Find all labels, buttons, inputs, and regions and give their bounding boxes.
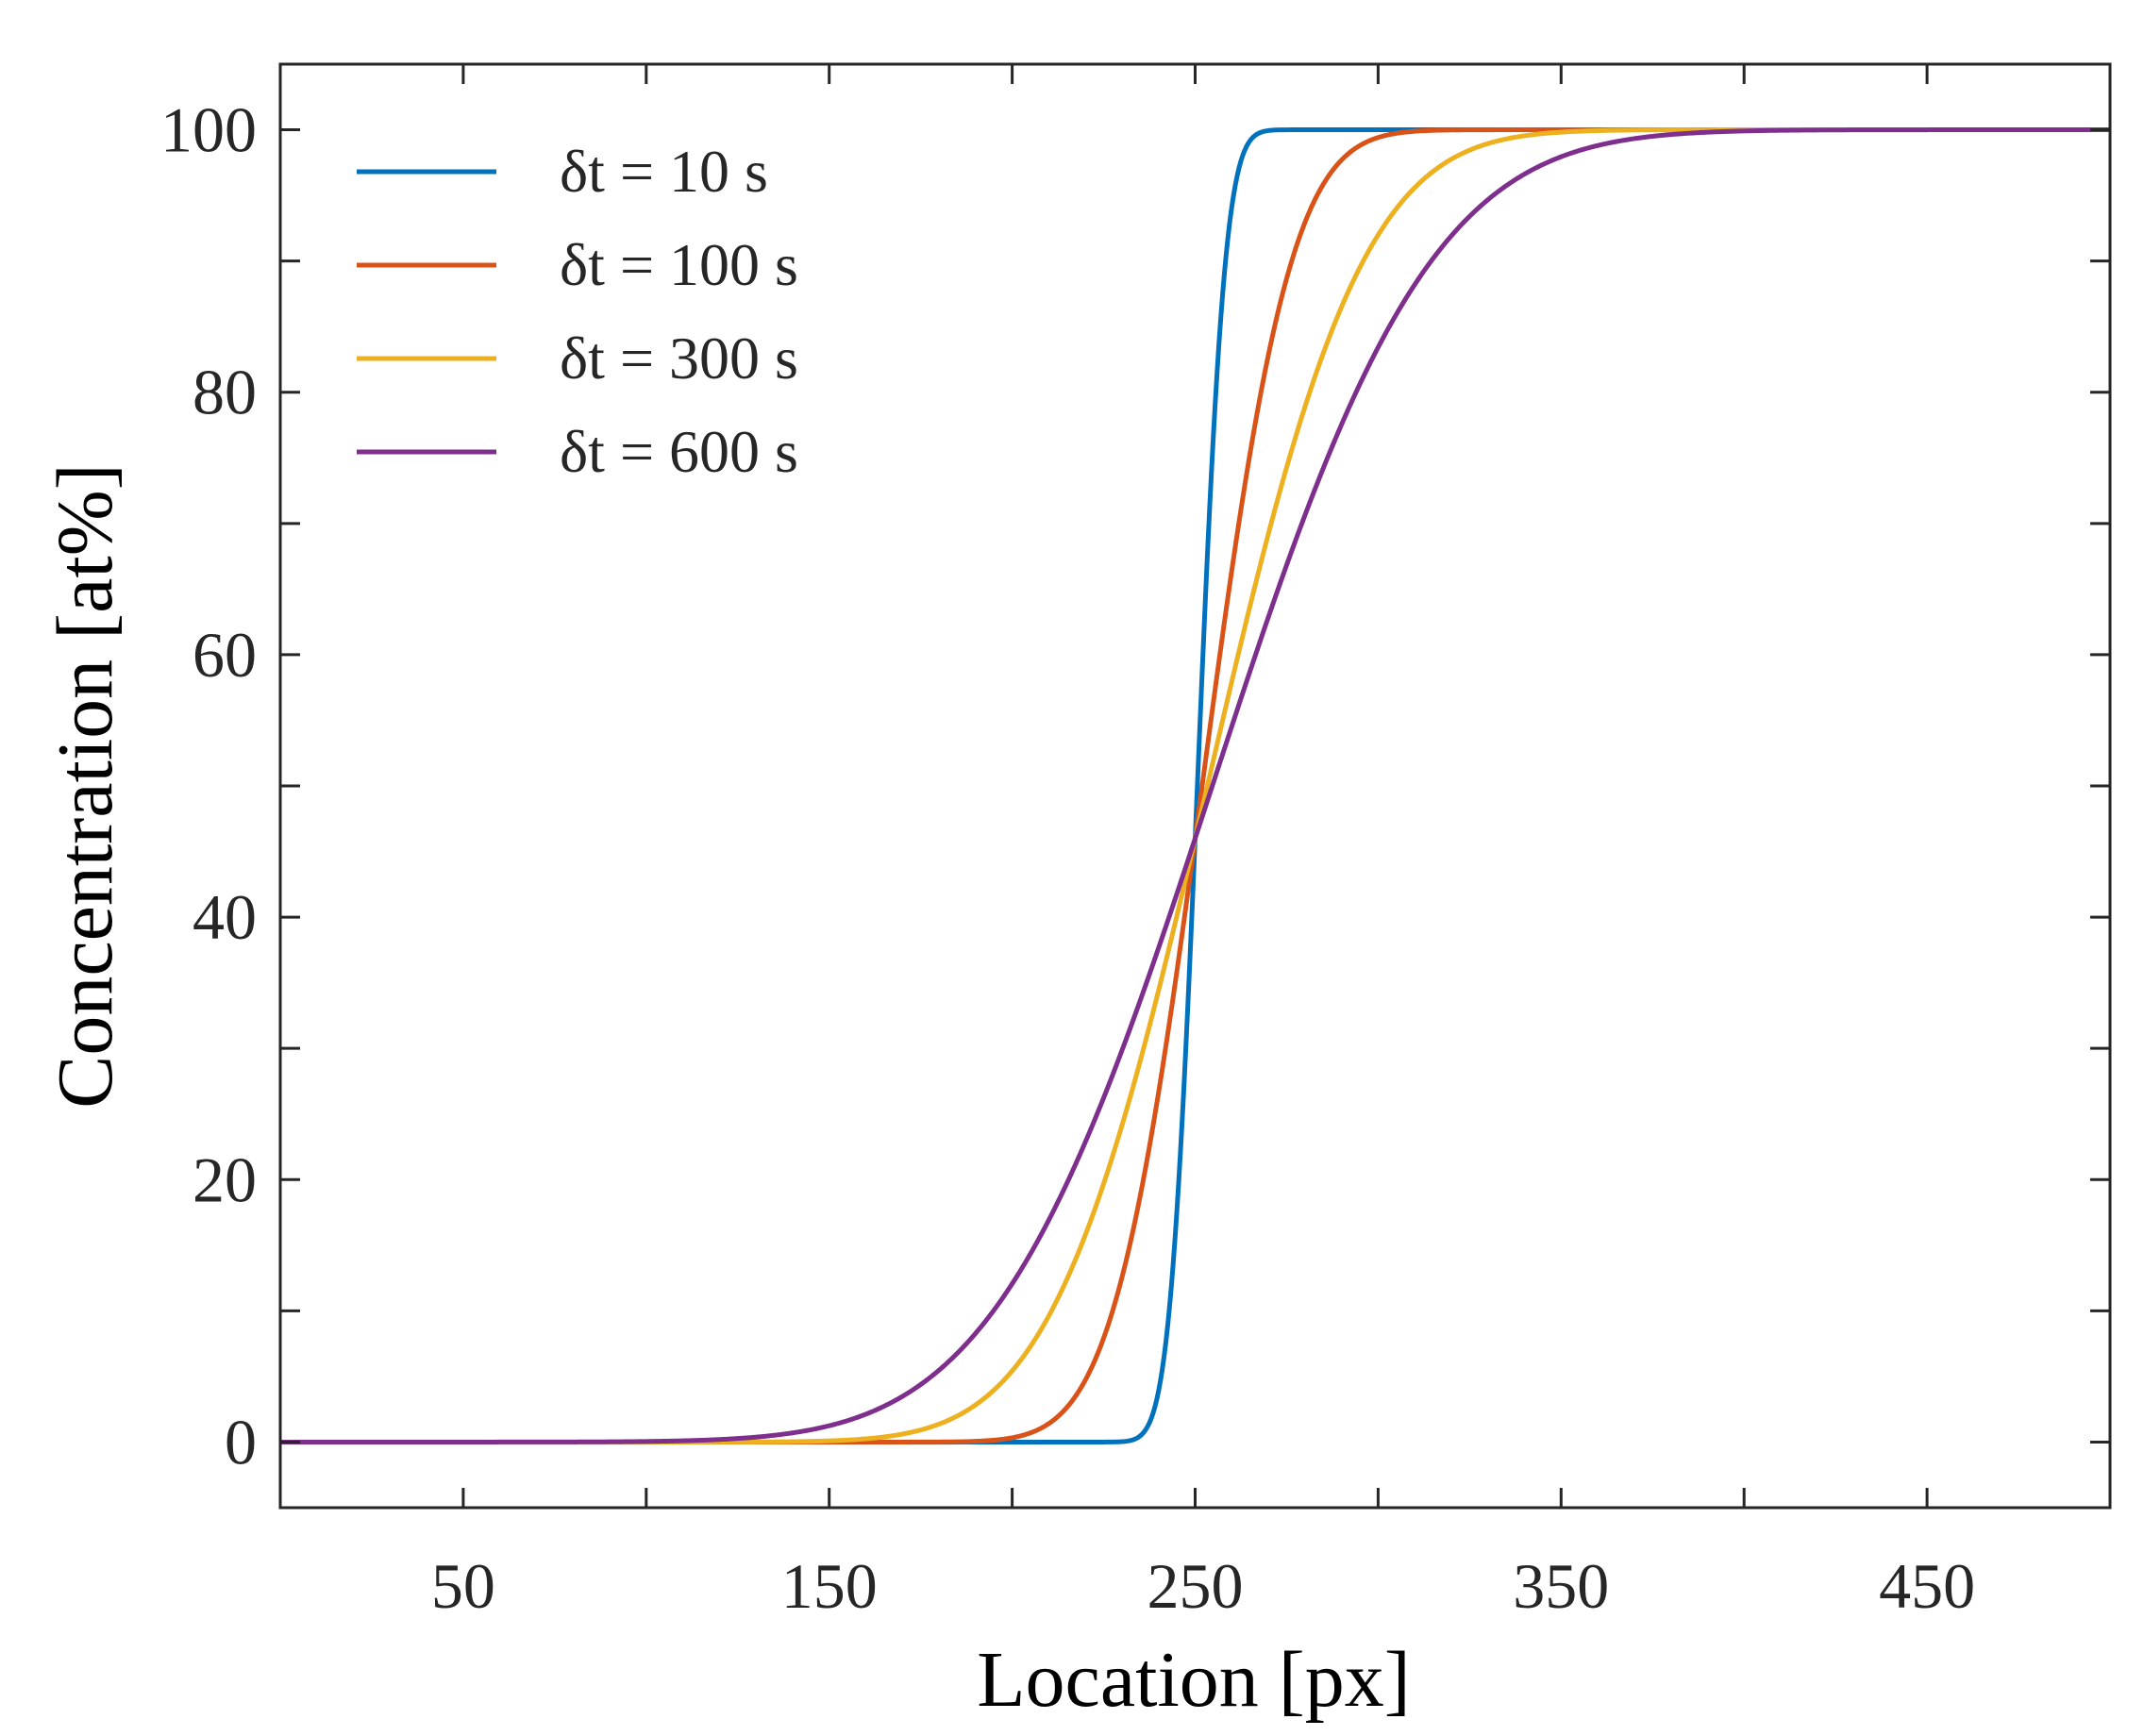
y-tick-label: 20	[193, 1143, 257, 1215]
legend-label-4: δt = 600 s	[560, 418, 798, 485]
x-tick-label: 150	[781, 1550, 878, 1622]
x-tick-label: 350	[1513, 1550, 1609, 1622]
y-axis-title: Concentration [at%]	[42, 463, 129, 1108]
legend-label-3: δt = 300 s	[560, 325, 798, 392]
curves	[279, 127, 2111, 1444]
x-tick-label: 50	[431, 1550, 495, 1622]
y-tick-label: 100	[160, 94, 257, 166]
tick-labels: 50 150 250 350 450 0 20 40 60 80 100	[160, 94, 1975, 1622]
y-tick-label: 60	[193, 619, 257, 691]
x-tick-label: 250	[1147, 1550, 1244, 1622]
legend-label-1: δt = 10 s	[560, 138, 768, 205]
ticks	[280, 64, 2110, 1508]
x-tick-label: 450	[1879, 1550, 1975, 1622]
legend: δt = 10 s δt = 100 s δt = 300 s δt = 600 s	[357, 138, 798, 485]
y-tick-label: 40	[193, 881, 257, 953]
x-axis-title: Location [px]	[977, 1636, 1411, 1724]
series-line-1	[279, 127, 2111, 1444]
legend-label-2: δt = 100 s	[560, 231, 798, 298]
series-line-4	[279, 127, 2111, 1444]
y-tick-label: 0	[225, 1406, 257, 1477]
y-tick-label: 80	[193, 357, 257, 428]
